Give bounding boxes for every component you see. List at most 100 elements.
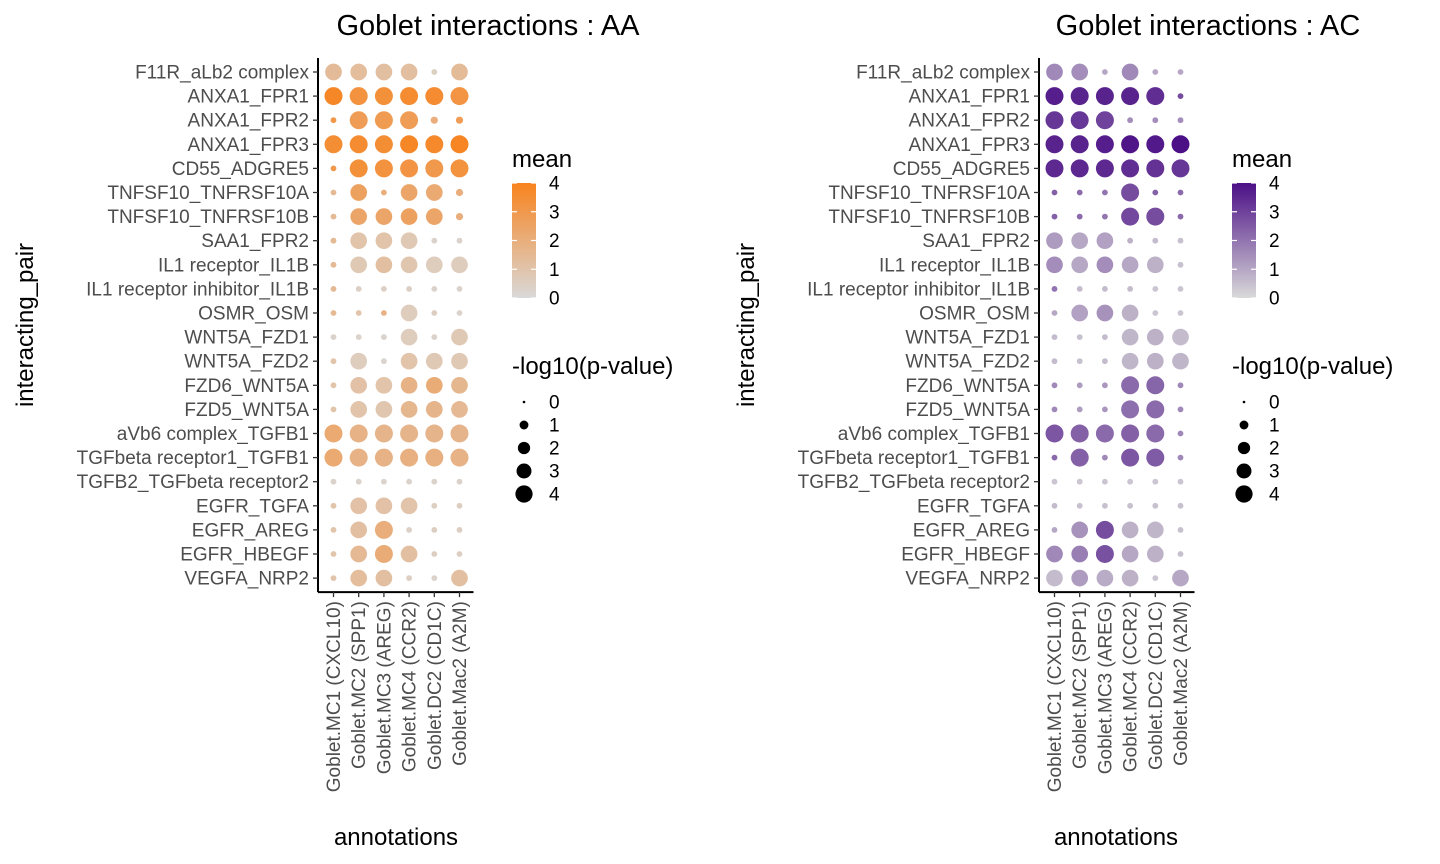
data-point <box>1121 207 1140 226</box>
data-point <box>1121 183 1140 202</box>
data-point <box>330 117 337 124</box>
y-tick-label: CD55_ADGRE5 <box>172 159 309 180</box>
y-tick-label: ANXA1_FPR3 <box>909 135 1030 156</box>
data-point <box>456 526 463 533</box>
data-point <box>355 334 362 341</box>
mean-legend-title: mean <box>512 146 572 173</box>
data-point <box>1127 117 1134 124</box>
data-point <box>400 184 418 201</box>
y-axis-title: interacting_pair <box>12 243 39 407</box>
data-point <box>456 502 463 509</box>
data-point <box>450 159 469 178</box>
data-point <box>1127 478 1134 485</box>
data-point <box>400 401 418 418</box>
data-point <box>400 63 418 81</box>
data-point <box>1177 551 1184 557</box>
data-point <box>375 497 393 515</box>
data-point <box>1152 189 1159 196</box>
data-point <box>350 545 368 563</box>
data-point <box>456 285 463 292</box>
data-point <box>324 448 343 467</box>
data-point <box>1045 159 1064 178</box>
data-point <box>1071 304 1089 322</box>
data-point <box>1152 117 1159 124</box>
data-point <box>1051 454 1058 461</box>
data-point <box>330 189 337 196</box>
y-tick-label: TGFB2_TGFbeta receptor2 <box>77 472 309 493</box>
y-tick-label: ANXA1_FPR1 <box>188 87 309 108</box>
data-point <box>456 478 463 485</box>
data-point <box>350 376 368 394</box>
data-point <box>1121 521 1139 539</box>
data-point <box>1051 406 1058 413</box>
data-point <box>380 358 387 365</box>
data-point <box>374 87 393 106</box>
data-point <box>1146 448 1165 467</box>
data-point <box>1051 334 1058 341</box>
data-point <box>1045 111 1064 130</box>
data-point <box>425 256 443 274</box>
size-legend-label: 1 <box>549 416 560 437</box>
size-legend-label: 0 <box>549 393 560 414</box>
data-point <box>1152 285 1159 292</box>
data-point <box>1070 159 1089 178</box>
data-point <box>1146 135 1165 154</box>
data-point <box>1152 575 1159 582</box>
data-point <box>1101 69 1108 75</box>
data-point <box>1045 135 1064 154</box>
data-point <box>350 569 368 587</box>
data-point <box>1051 213 1058 220</box>
data-point <box>374 545 393 563</box>
data-point <box>374 135 393 154</box>
y-tick-label: WNT5A_FZD2 <box>905 352 1030 373</box>
data-point <box>1101 406 1108 413</box>
data-point <box>374 424 393 443</box>
y-tick-label: OSMR_OSM <box>198 304 309 325</box>
data-point <box>1051 189 1058 196</box>
colorbar-tick-label: 3 <box>549 202 560 223</box>
data-point <box>431 502 438 509</box>
data-point <box>1177 454 1184 461</box>
data-point <box>1070 135 1089 154</box>
data-point <box>1071 256 1089 274</box>
x-tick-label: Goblet.MC3 (AREG) <box>1095 601 1116 774</box>
data-point <box>1071 569 1089 587</box>
data-point <box>1127 502 1134 509</box>
data-point <box>330 551 337 557</box>
data-point <box>1121 569 1139 587</box>
data-point <box>1076 502 1083 509</box>
data-point <box>425 424 444 443</box>
data-point <box>380 334 387 341</box>
colorbar-tick-label: 4 <box>549 174 560 195</box>
x-tick-label: Goblet.MC1 (CXCL10) <box>324 601 345 792</box>
data-point <box>375 232 393 250</box>
data-point <box>406 478 413 485</box>
data-point <box>1121 135 1140 154</box>
data-point <box>425 376 443 394</box>
mean-legend-title: mean <box>1232 146 1292 173</box>
data-point <box>431 334 438 341</box>
y-tick-label: FZD6_WNT5A <box>184 376 309 397</box>
data-point <box>451 401 468 418</box>
data-point <box>456 551 463 557</box>
data-point <box>330 334 337 341</box>
data-point <box>425 87 444 106</box>
data-point <box>400 159 419 178</box>
data-point <box>1172 569 1189 587</box>
chart-title: Goblet interactions : AC <box>1056 10 1361 42</box>
data-point <box>1045 424 1064 443</box>
size-legend-title: -log10(p-value) <box>1232 353 1393 380</box>
data-point <box>1172 352 1189 370</box>
data-point <box>1177 406 1184 413</box>
data-point <box>1177 117 1184 124</box>
data-point <box>1076 285 1083 292</box>
data-point <box>1101 189 1108 196</box>
x-tick-label: Goblet.DC2 (CD1C) <box>425 601 446 770</box>
data-point <box>1177 213 1184 220</box>
data-point <box>1096 569 1114 587</box>
data-point <box>406 526 413 533</box>
data-point <box>375 376 393 394</box>
data-point <box>1146 328 1164 346</box>
data-point <box>349 135 368 154</box>
y-tick-label: IL1 receptor_IL1B <box>158 255 309 276</box>
